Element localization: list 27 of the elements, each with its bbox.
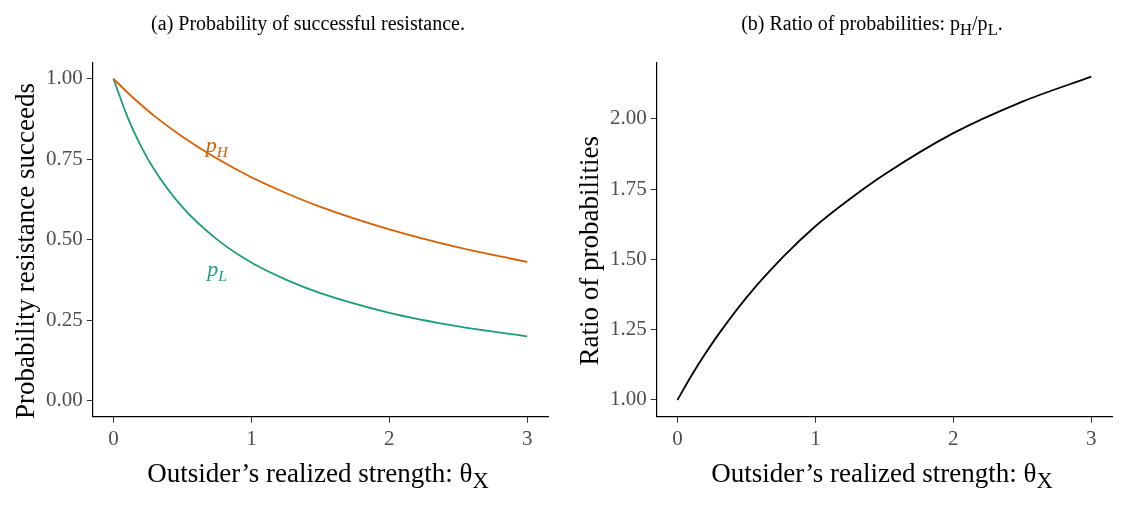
y-tick-label: 1.00 <box>610 386 647 411</box>
x-axis-title: Outsider’s realized strength: θ$_{X}$ <box>146 457 490 496</box>
y-tick-label: 1.75 <box>610 175 647 200</box>
y-tick-label: 0.00 <box>46 387 83 412</box>
line-series <box>112 77 529 338</box>
y-tick-label: 1.25 <box>610 316 647 341</box>
y-axis-title: Probability resistance succeeds <box>9 83 41 419</box>
y-tick-label: 0.75 <box>46 145 83 170</box>
x-tick-label: 3 <box>1086 425 1097 450</box>
y-tick-label: 0.50 <box>46 226 83 251</box>
x-tick-label: 1 <box>246 425 257 450</box>
y-tick-label: 2.00 <box>610 105 647 130</box>
x-tick-label: 3 <box>522 425 533 450</box>
chart-title: (b) Ratio of probabilities: p$_{H}$/p$_{L}$. <box>740 11 1004 41</box>
y-tick-label: 1.00 <box>46 65 83 90</box>
line-series <box>112 77 529 263</box>
x-tick-label: 0 <box>672 425 683 450</box>
line-series <box>676 75 1093 401</box>
x-tick-label: 2 <box>384 425 395 450</box>
y-tick-label: 1.50 <box>610 245 647 270</box>
x-axis-title: Outsider’s realized strength: θ$_{X}$ <box>710 457 1054 496</box>
x-tick-label: 0 <box>108 425 119 450</box>
x-tick-label: 1 <box>810 425 821 450</box>
x-tick-label: 2 <box>948 425 959 450</box>
y-tick-label: 0.25 <box>46 306 83 331</box>
y-axis-title: Ratio of probabilities <box>573 136 605 366</box>
chart-title: (a) Probability of successful resistance. <box>150 11 466 37</box>
